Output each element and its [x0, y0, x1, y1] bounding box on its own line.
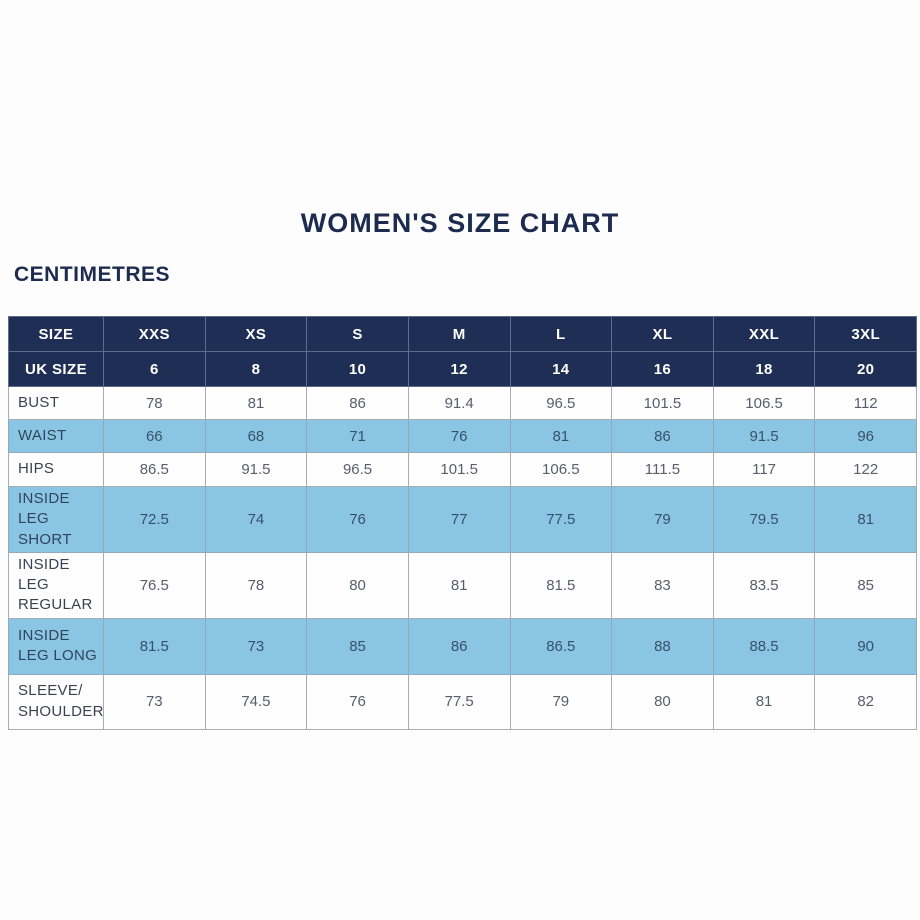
waist-xxl: 91.5 — [712, 419, 816, 453]
bust-s: 86 — [306, 386, 409, 420]
bust-xl: 101.5 — [611, 386, 714, 420]
header-row-sizes: SIZE XXS XS S M L XL XXL 3XL — [8, 316, 917, 352]
inside-leg-long-xxl: 88.5 — [712, 617, 816, 675]
inside-leg-regular-xxs: 76.5 — [103, 551, 206, 619]
sleeve-shoulder-xl: 80 — [611, 673, 714, 730]
sleeve-shoulder-l: 79 — [509, 673, 613, 730]
page-title: WOMEN'S SIZE CHART — [300, 208, 620, 238]
header-uk-12: 12 — [407, 351, 511, 387]
inside-leg-long-l: 86.5 — [509, 617, 613, 675]
bust-3xl: 112 — [814, 386, 917, 420]
bust-xs: 81 — [204, 386, 308, 420]
table-row-inside-leg-short: INSIDE LEG SHORT 72.5 74 76 77 77.5 79 7… — [8, 486, 917, 553]
inside-leg-short-3xl: 81 — [814, 486, 917, 553]
hips-xxl: 117 — [712, 452, 816, 487]
hips-l: 106.5 — [509, 452, 613, 487]
header-uk-18: 18 — [712, 351, 816, 387]
inside-leg-regular-3xl: 85 — [814, 551, 917, 619]
row-label-waist: WAIST — [8, 419, 104, 453]
unit-label: CENTIMETRES — [14, 263, 171, 286]
header-size-xxs: XXS — [103, 316, 206, 352]
sleeve-shoulder-m: 77.5 — [407, 673, 511, 730]
inside-leg-long-m: 86 — [407, 617, 511, 675]
table-row-waist: WAIST 66 68 71 76 81 86 91.5 96 — [8, 419, 917, 453]
inside-leg-long-xxs: 81.5 — [103, 617, 206, 675]
header-row-uk-sizes: UK SIZE 6 8 10 12 14 16 18 20 — [8, 351, 917, 387]
inside-leg-regular-l: 81.5 — [509, 551, 613, 619]
table-row-inside-leg-regular: INSIDE LEG REGULAR 76.5 78 80 81 81.5 83… — [8, 551, 917, 619]
bust-xxs: 78 — [103, 386, 206, 420]
inside-leg-short-xxs: 72.5 — [103, 486, 206, 553]
header-size-xxl: XXL — [712, 316, 816, 352]
inside-leg-short-xs: 74 — [204, 486, 308, 553]
sleeve-shoulder-xxs: 73 — [103, 673, 206, 730]
sleeve-shoulder-s: 76 — [306, 673, 409, 730]
inside-leg-regular-s: 80 — [306, 551, 409, 619]
bust-xxl: 106.5 — [712, 386, 816, 420]
header-uk-6: 6 — [103, 351, 206, 387]
bust-m: 91.4 — [407, 386, 511, 420]
inside-leg-short-xxl: 79.5 — [712, 486, 816, 553]
hips-3xl: 122 — [814, 452, 917, 487]
header-size-l: L — [509, 316, 613, 352]
hips-xs: 91.5 — [204, 452, 308, 487]
waist-xl: 86 — [611, 419, 714, 453]
size-table-header: SIZE XXS XS S M L XL XXL 3XL UK SIZE 6 8… — [8, 316, 917, 387]
waist-m: 76 — [407, 419, 511, 453]
row-label-sleeve-shoulder: SLEEVE/ SHOULDER — [8, 673, 104, 730]
inside-leg-long-3xl: 90 — [814, 617, 917, 675]
header-uk-10: 10 — [306, 351, 409, 387]
waist-s: 71 — [306, 419, 409, 453]
hips-m: 101.5 — [407, 452, 511, 487]
hips-xxs: 86.5 — [103, 452, 206, 487]
waist-l: 81 — [509, 419, 613, 453]
sleeve-shoulder-3xl: 82 — [814, 673, 917, 730]
header-uk-size-label: UK SIZE — [8, 351, 104, 387]
size-table: SIZE XXS XS S M L XL XXL 3XL UK SIZE 6 8… — [8, 316, 917, 730]
header-uk-20: 20 — [814, 351, 917, 387]
header-uk-8: 8 — [204, 351, 308, 387]
sleeve-shoulder-xs: 74.5 — [204, 673, 308, 730]
size-table-body: BUST 78 81 86 91.4 96.5 101.5 106.5 112 … — [8, 386, 917, 730]
row-label-inside-leg-long: INSIDE LEG LONG — [8, 617, 104, 675]
inside-leg-regular-xl: 83 — [611, 551, 714, 619]
hips-xl: 111.5 — [611, 452, 714, 487]
header-uk-14: 14 — [509, 351, 613, 387]
table-row-inside-leg-long: INSIDE LEG LONG 81.5 73 85 86 86.5 88 88… — [8, 617, 917, 675]
inside-leg-short-xl: 79 — [611, 486, 714, 553]
inside-leg-long-xs: 73 — [204, 617, 308, 675]
waist-3xl: 96 — [814, 419, 917, 453]
header-size-xl: XL — [611, 316, 714, 352]
hips-s: 96.5 — [306, 452, 409, 487]
header-size-m: M — [407, 316, 511, 352]
table-row-bust: BUST 78 81 86 91.4 96.5 101.5 106.5 112 — [8, 386, 917, 420]
inside-leg-short-m: 77 — [407, 486, 511, 553]
row-label-bust: BUST — [8, 386, 104, 420]
header-uk-16: 16 — [611, 351, 714, 387]
row-label-inside-leg-short: INSIDE LEG SHORT — [8, 486, 104, 553]
table-row-sleeve-shoulder: SLEEVE/ SHOULDER 73 74.5 76 77.5 79 80 8… — [8, 673, 917, 730]
header-size-3xl: 3XL — [814, 316, 917, 352]
inside-leg-regular-xxl: 83.5 — [712, 551, 816, 619]
sleeve-shoulder-xxl: 81 — [712, 673, 816, 730]
header-size-xs: XS — [204, 316, 308, 352]
row-label-inside-leg-regular: INSIDE LEG REGULAR — [8, 551, 104, 619]
inside-leg-short-s: 76 — [306, 486, 409, 553]
header-size-label: SIZE — [8, 316, 104, 352]
row-label-hips: HIPS — [8, 452, 104, 487]
table-row-hips: HIPS 86.5 91.5 96.5 101.5 106.5 111.5 11… — [8, 452, 917, 487]
header-size-s: S — [306, 316, 409, 352]
waist-xs: 68 — [204, 419, 308, 453]
bust-l: 96.5 — [509, 386, 613, 420]
waist-xxs: 66 — [103, 419, 206, 453]
inside-leg-regular-xs: 78 — [204, 551, 308, 619]
inside-leg-regular-m: 81 — [407, 551, 511, 619]
inside-leg-long-xl: 88 — [611, 617, 714, 675]
inside-leg-short-l: 77.5 — [509, 486, 613, 553]
inside-leg-long-s: 85 — [306, 617, 409, 675]
